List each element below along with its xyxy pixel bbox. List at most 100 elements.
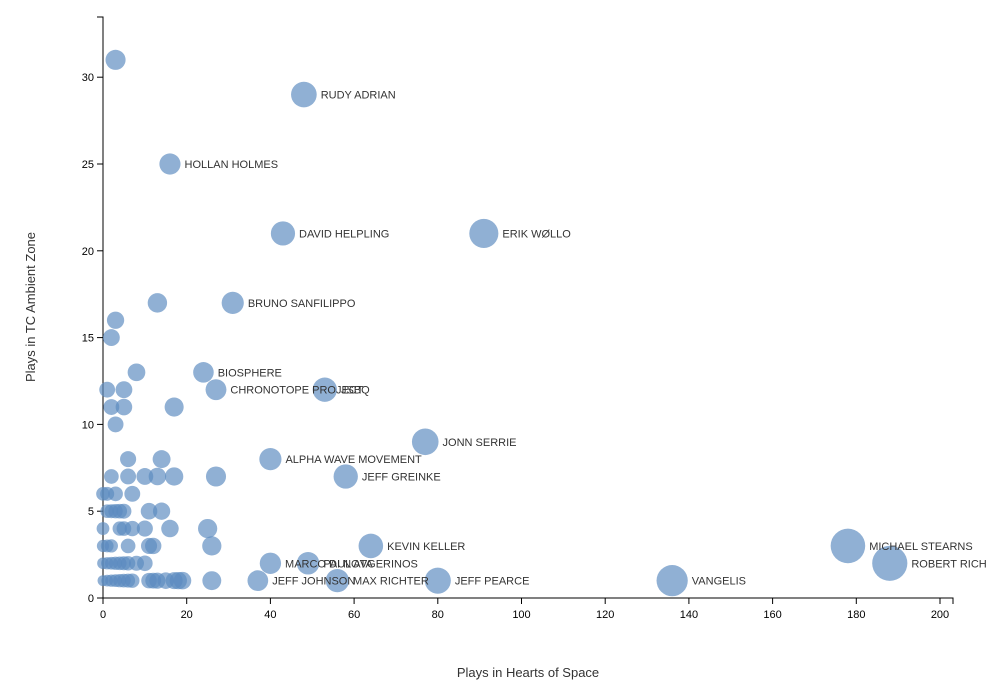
data-point[interactable] (152, 502, 171, 520)
point-label: DAVID HELPLING (299, 228, 389, 240)
data-point[interactable] (136, 520, 153, 537)
point-label: BRUNO SANFILIPPO (248, 298, 356, 310)
data-point[interactable] (103, 399, 120, 415)
point-label: HOLLAN HOLMES (185, 159, 279, 171)
point-label: VANGELIS (692, 576, 746, 588)
data-point[interactable] (136, 468, 154, 485)
data-point[interactable] (137, 555, 153, 572)
data-point[interactable] (124, 520, 140, 537)
data-point[interactable] (125, 573, 140, 588)
data-point[interactable] (116, 503, 132, 519)
data-point[interactable] (259, 448, 282, 471)
x-axis-line (102, 597, 954, 604)
x-tick-label: 20 (181, 609, 193, 621)
data-point[interactable] (830, 528, 866, 564)
y-tick-label: 15 (82, 333, 94, 345)
x-tick-label: 40 (264, 609, 276, 621)
data-point[interactable] (120, 468, 137, 485)
data-point[interactable] (333, 464, 358, 489)
x-tick-label: 160 (763, 609, 781, 621)
data-point[interactable] (148, 467, 167, 486)
data-point[interactable] (164, 467, 184, 486)
point-label: CHRONOTOPE PROJECT (230, 385, 363, 397)
y-tick-label: 25 (82, 159, 94, 171)
x-tick-label: 60 (348, 609, 360, 621)
data-point[interactable] (102, 329, 120, 347)
data-point[interactable] (124, 485, 141, 502)
x-tick-label: 80 (432, 609, 444, 621)
point-label: ROBERT RICH (911, 558, 986, 570)
data-point[interactable] (106, 311, 125, 329)
data-point[interactable] (872, 545, 908, 581)
data-point[interactable] (202, 571, 222, 591)
y-tick-label: 5 (88, 506, 94, 518)
point-label: ERIK WØLLO (502, 228, 571, 240)
y-tick-label: 0 (88, 593, 94, 605)
data-point[interactable] (205, 466, 227, 487)
point-label: ALPHA WAVE MOVEMENT (285, 454, 422, 466)
data-point[interactable] (198, 518, 218, 539)
data-point[interactable] (127, 363, 146, 382)
data-point[interactable] (205, 379, 227, 401)
x-tick-label: 120 (596, 609, 614, 621)
x-tick-label: 100 (512, 609, 530, 621)
point-label: JEFF PEARCE (455, 576, 530, 588)
y-axis-title: Plays in TC Ambient Zone (23, 232, 38, 382)
data-point[interactable] (656, 565, 688, 597)
x-axis: 0 20 40 60 80 100 120 140 160 180 200 (100, 597, 954, 621)
data-points (96, 49, 908, 597)
data-point[interactable] (291, 81, 317, 108)
data-point[interactable] (145, 537, 162, 555)
point-label: JSBQ (341, 385, 370, 397)
point-label: KEVIN KELLER (387, 541, 465, 553)
data-point[interactable] (104, 539, 118, 553)
data-point[interactable] (424, 567, 451, 594)
data-point[interactable] (159, 153, 181, 175)
point-label: MICHAEL STEARNS (869, 541, 973, 553)
data-point[interactable] (161, 519, 179, 538)
data-point[interactable] (164, 397, 184, 417)
data-point[interactable] (221, 291, 244, 314)
point-label: JEFF JOHNSON (272, 576, 355, 588)
y-tick-label: 10 (82, 419, 94, 431)
data-point[interactable] (107, 416, 124, 433)
point-label: BIOSPHERE (218, 367, 282, 379)
data-point[interactable] (312, 377, 337, 402)
data-point[interactable] (247, 570, 269, 591)
data-point[interactable] (296, 552, 320, 575)
x-axis-title: Plays in Hearts of Space (457, 665, 599, 680)
data-point[interactable] (152, 450, 171, 469)
data-point[interactable] (115, 381, 133, 399)
data-point[interactable] (115, 398, 133, 416)
data-point[interactable] (96, 522, 110, 535)
x-tick-label: 0 (100, 609, 106, 621)
data-point[interactable] (202, 536, 222, 556)
data-point[interactable] (259, 552, 282, 574)
data-point[interactable] (173, 571, 192, 590)
y-tick-label: 20 (82, 246, 94, 258)
data-point[interactable] (108, 486, 123, 502)
point-label: MAX RICHTER (353, 576, 429, 588)
data-point[interactable] (120, 538, 136, 554)
data-point[interactable] (99, 381, 116, 398)
x-tick-label: 180 (847, 609, 865, 621)
data-point[interactable] (469, 218, 499, 248)
data-point[interactable] (140, 502, 158, 520)
point-label: JONN SERRIE (443, 437, 517, 449)
point-label: PAUL AVGERINOS (323, 558, 418, 570)
data-point[interactable] (193, 362, 214, 383)
data-point[interactable] (411, 428, 439, 456)
data-point[interactable] (120, 451, 137, 468)
point-labels: RUDY ADRIAN HOLLAN HOLMES DAVID HELPLING ER… (185, 90, 987, 588)
point-label: RUDY ADRIAN (321, 90, 396, 102)
y-tick-label: 30 (82, 72, 94, 84)
data-point[interactable] (104, 469, 119, 484)
x-tick-label: 140 (680, 609, 698, 621)
data-point[interactable] (105, 49, 126, 70)
data-point[interactable] (147, 293, 168, 313)
data-point[interactable] (270, 221, 296, 246)
data-point[interactable] (325, 568, 350, 593)
y-axis: 0 5 10 15 20 25 30 (82, 16, 104, 605)
data-point[interactable] (358, 533, 384, 559)
